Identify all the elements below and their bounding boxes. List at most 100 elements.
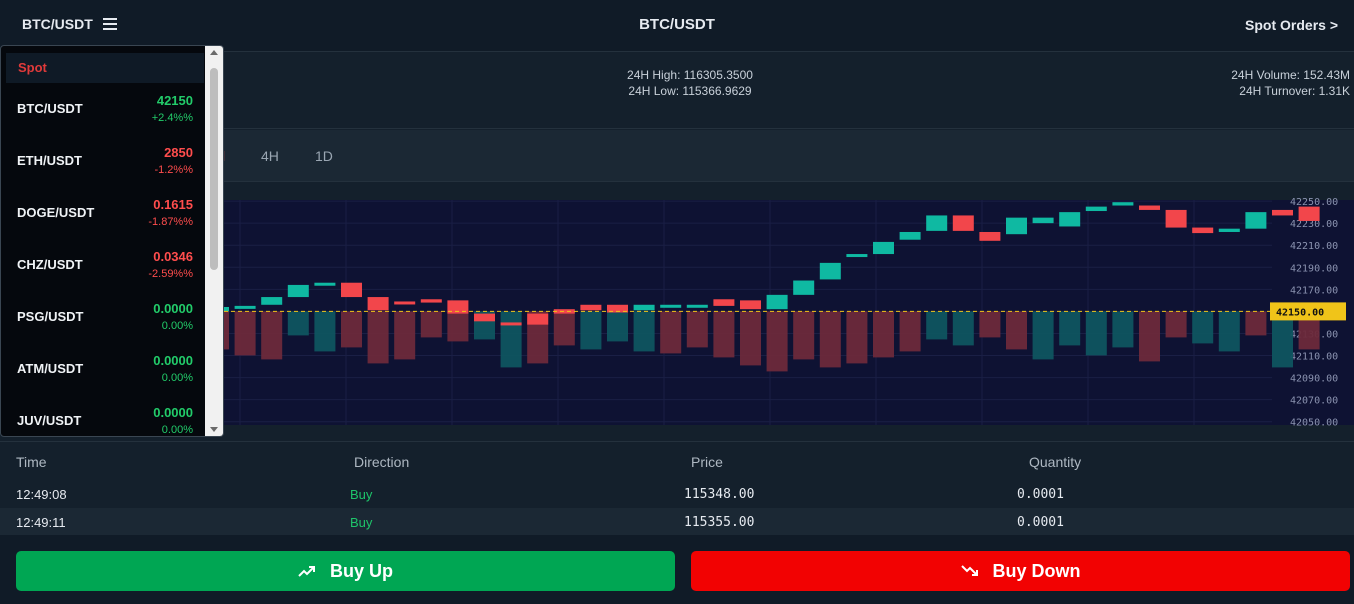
candlestick — [952, 215, 974, 231]
candlestick — [873, 241, 894, 255]
candlestick — [1085, 206, 1107, 212]
volume-bar — [1272, 311, 1293, 368]
candlestick — [1272, 209, 1293, 216]
spot-orders-link[interactable]: Spot Orders > — [1245, 17, 1338, 33]
pair-list-item[interactable]: ETH/USDT 2850 -1.2%% — [1, 136, 205, 188]
candlestick-chart: 42250.00 42230.00 42210.00 42190.00 42170.00… — [0, 197, 1354, 429]
volume-bar — [341, 311, 362, 348]
volume-bar — [1059, 311, 1081, 346]
tab-interval-1d[interactable]: 1D — [315, 148, 333, 164]
volume-bar — [1165, 311, 1187, 338]
pair-change: 0.00% — [161, 320, 193, 332]
candlestick — [793, 280, 815, 295]
candlestick — [367, 297, 389, 311]
top-bar: BTC/USDT BTC/USDT Spot Orders > — [0, 0, 1354, 52]
pair-name: DOGE/USDT — [17, 205, 95, 220]
volume-bar — [580, 311, 602, 350]
pair-name: ATM/USDT — [17, 361, 84, 376]
y-axis-tick-label: 42070.00 — [1290, 396, 1338, 407]
pair-name: ETH/USDT — [17, 153, 82, 168]
buy-up-button[interactable]: Buy Up — [16, 551, 675, 591]
candlestick — [234, 305, 256, 309]
volume-bar — [314, 311, 336, 352]
trending-up-icon — [298, 566, 315, 577]
pair-list-item[interactable]: JUV/USDT 0.0000 0.00% — [1, 396, 205, 436]
stat-24h-volume: 24H Volume: 152.43M — [1231, 68, 1350, 82]
volume-bar — [819, 311, 841, 368]
action-bar: Buy Up Buy Down — [0, 535, 1354, 604]
candlestick — [607, 304, 628, 313]
tab-interval-4h[interactable]: 4H — [261, 148, 279, 164]
candlestick — [1245, 212, 1267, 229]
candlestick — [846, 254, 868, 258]
y-axis-tick-label: 42170.00 — [1290, 285, 1338, 296]
candlestick — [899, 231, 921, 240]
price-chart[interactable]: 42250.00 42230.00 42210.00 42190.00 42170.00… — [0, 183, 1354, 441]
volume-bar — [1006, 311, 1027, 350]
volume-bar — [1032, 311, 1054, 360]
buy-down-button[interactable]: Buy Down — [691, 551, 1350, 591]
volume-bar — [793, 311, 815, 360]
candlestick — [341, 282, 362, 298]
volume-bar — [1139, 311, 1160, 362]
volume-bar — [1192, 311, 1214, 344]
y-axis-tick-label: 42090.00 — [1290, 374, 1338, 385]
volume-bar — [633, 311, 655, 352]
candlestick — [1218, 228, 1240, 232]
trade-direction: Buy — [350, 515, 373, 530]
volume-bar — [1298, 311, 1320, 350]
candlestick — [580, 304, 602, 311]
volume-bar — [553, 311, 575, 346]
volume-bar — [261, 311, 283, 360]
pair-list-item[interactable]: CHZ/USDT 0.0346 -2.59%% — [1, 240, 205, 292]
candlestick — [979, 231, 1001, 241]
current-price-tag — [1270, 302, 1346, 321]
pair-dropdown: Spot BTC/USDT 42150 +2.4%% ETH/USDT 2850… — [0, 45, 224, 437]
trade-time: 12:49:08 — [16, 487, 67, 502]
pair-change: 0.00% — [161, 424, 193, 436]
table-row: 12:49:08 Buy 115348.00 0.0001 — [0, 480, 1354, 508]
y-axis-tick-label: 42210.00 — [1290, 241, 1338, 252]
volume-bar — [1218, 311, 1240, 352]
pair-list-item[interactable]: PSG/USDT 0.0000 0.00% — [1, 292, 205, 344]
volume-bar — [740, 311, 761, 366]
dropdown-scrollbar[interactable] — [205, 46, 223, 436]
buy-down-label: Buy Down — [992, 560, 1081, 581]
pair-list-item[interactable]: DOGE/USDT 0.1615 -1.87%% — [1, 188, 205, 240]
volume-bar — [447, 311, 469, 342]
volume-bar — [607, 311, 628, 342]
volume-bar — [660, 311, 682, 354]
pair-price: 0.1615 — [153, 197, 193, 212]
column-header-direction: Direction — [354, 454, 410, 470]
dropdown-section-spot[interactable]: Spot — [6, 53, 204, 83]
table-row: 12:49:11 Buy 115355.00 0.0001 — [0, 508, 1354, 536]
candlestick — [287, 284, 309, 298]
candlestick — [686, 304, 708, 308]
pair-list-item[interactable]: BTC/USDT 42150 +2.4%% — [1, 84, 205, 136]
scroll-down-arrow-icon[interactable] — [210, 427, 218, 432]
scroll-up-arrow-icon[interactable] — [210, 50, 218, 55]
pair-change: -1.2%% — [154, 164, 193, 176]
volume-bar — [234, 311, 256, 356]
volume-bar — [846, 311, 868, 364]
menu-icon[interactable] — [102, 18, 117, 30]
stat-24h-high: 24H High: 116305.3500 — [627, 68, 753, 82]
trade-history-table: Time Direction Price Quantity 12:49:08 B… — [0, 441, 1354, 536]
candlestick — [394, 301, 416, 305]
volume-bar — [686, 311, 708, 348]
candlestick — [1139, 205, 1160, 210]
candlestick — [1059, 212, 1081, 227]
stat-24h-low: 24H Low: 115366.9629 — [628, 84, 752, 98]
scrollbar-thumb[interactable] — [210, 68, 218, 270]
pair-list-item[interactable]: ATM/USDT 0.0000 0.00% — [1, 344, 205, 396]
volume-bar — [979, 311, 1001, 338]
candlestick — [1192, 227, 1214, 234]
market-stats: 24H High: 116305.3500 24H Low: 115366.96… — [0, 53, 1354, 129]
pair-selector[interactable]: BTC/USDT — [22, 16, 117, 32]
candlestick — [553, 309, 575, 314]
candlestick — [926, 215, 948, 231]
volume-bar — [394, 311, 416, 360]
y-axis-tick-label: 42110.00 — [1290, 352, 1338, 363]
volume-bar — [420, 311, 442, 338]
volume-bar — [766, 311, 788, 372]
